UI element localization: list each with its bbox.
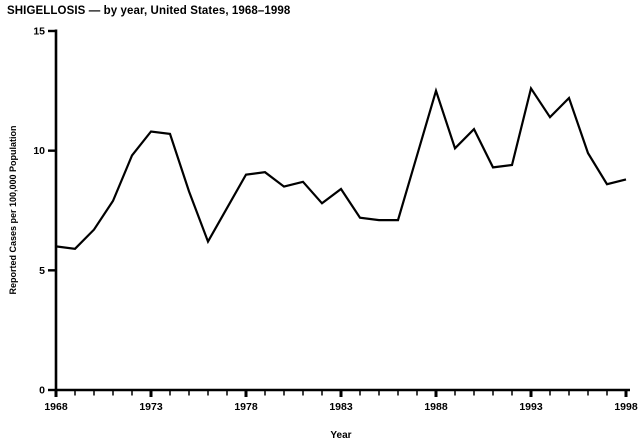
x-tick-label: 1968 <box>44 401 68 413</box>
y-tick-label: 0 <box>39 385 45 397</box>
data-line <box>55 85 627 250</box>
x-tick-label: 1973 <box>139 401 163 413</box>
chart-title: SHIGELLOSIS — by year, United States, 19… <box>7 5 291 17</box>
y-tick-label: 5 <box>39 265 45 277</box>
x-tick-label: 1978 <box>234 401 258 413</box>
x-axis-title: Year <box>330 430 352 441</box>
x-tick-label: 1993 <box>519 401 543 413</box>
y-tick-label: 15 <box>33 26 45 38</box>
x-tick-label: 1998 <box>614 401 638 413</box>
x-tick-label: 1983 <box>329 401 353 413</box>
x-tick-label: 1988 <box>424 401 448 413</box>
y-tick-label: 10 <box>33 145 45 157</box>
